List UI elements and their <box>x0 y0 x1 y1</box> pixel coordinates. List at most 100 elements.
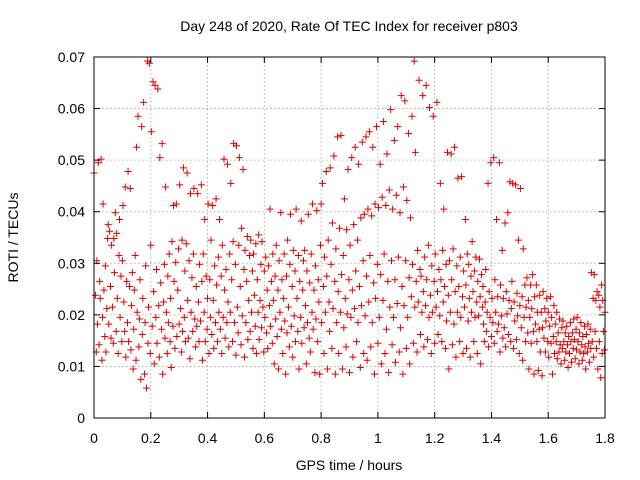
data-point <box>181 267 189 275</box>
data-point <box>411 148 419 156</box>
data-point <box>113 294 121 302</box>
data-point <box>166 338 174 346</box>
data-point <box>395 348 403 356</box>
data-point <box>358 138 366 146</box>
data-point <box>385 369 393 377</box>
data-point <box>600 327 608 335</box>
data-point <box>189 250 197 258</box>
data-point <box>388 257 396 265</box>
data-point <box>524 296 532 304</box>
data-point <box>96 277 104 285</box>
data-point <box>405 129 413 137</box>
data-point <box>155 302 163 310</box>
data-point <box>280 294 288 302</box>
data-point <box>538 372 546 380</box>
data-point <box>252 350 260 358</box>
data-point <box>152 265 160 273</box>
data-point <box>417 272 425 280</box>
data-point <box>443 317 451 325</box>
data-point <box>146 350 154 358</box>
data-point <box>376 160 384 168</box>
data-point <box>469 288 477 296</box>
data-point <box>229 238 237 246</box>
data-point <box>100 286 108 294</box>
data-point <box>434 288 442 296</box>
data-point <box>200 308 208 316</box>
data-point <box>301 302 309 310</box>
data-point <box>271 272 279 280</box>
data-point <box>482 327 490 335</box>
data-point <box>511 317 519 325</box>
data-point <box>503 310 511 318</box>
data-point <box>431 339 439 347</box>
data-point <box>344 165 352 173</box>
data-point <box>524 329 532 337</box>
data-point <box>386 303 394 311</box>
data-point <box>327 260 335 268</box>
data-point <box>345 276 353 284</box>
data-point <box>321 308 329 316</box>
data-point <box>426 104 434 112</box>
data-point <box>265 302 273 310</box>
data-point <box>355 282 363 290</box>
data-point <box>428 308 436 316</box>
data-point <box>595 291 603 299</box>
data-point <box>291 267 299 275</box>
data-point <box>556 341 564 349</box>
data-point <box>332 245 340 253</box>
data-point <box>148 322 156 330</box>
data-point <box>215 215 223 223</box>
data-point <box>118 257 126 265</box>
data-point <box>101 262 109 270</box>
y-tick-label: 0.01 <box>58 358 85 374</box>
data-point <box>546 322 554 330</box>
data-point <box>231 260 239 268</box>
data-point <box>424 241 432 249</box>
data-point <box>387 106 395 114</box>
data-point <box>505 296 513 304</box>
data-point <box>570 336 578 344</box>
data-point <box>263 329 271 337</box>
data-point <box>130 325 138 333</box>
data-point <box>176 181 184 189</box>
data-point <box>558 324 566 332</box>
data-point <box>320 350 328 358</box>
data-point <box>473 298 481 306</box>
data-point <box>547 339 555 347</box>
data-point <box>499 334 507 342</box>
data-point <box>238 312 246 320</box>
data-point <box>400 302 408 310</box>
data-point <box>298 339 306 347</box>
data-point <box>282 272 290 280</box>
data-point <box>322 167 330 175</box>
data-point <box>170 277 178 285</box>
data-point <box>95 341 103 349</box>
data-point <box>485 343 493 351</box>
data-point <box>415 76 423 84</box>
data-point <box>141 319 149 327</box>
data-point <box>307 250 315 258</box>
data-point <box>470 267 478 275</box>
data-point <box>282 370 290 378</box>
data-point <box>217 272 225 280</box>
data-point <box>145 59 153 67</box>
data-point <box>304 210 312 218</box>
data-point <box>577 319 585 327</box>
data-point <box>449 245 457 253</box>
data-point <box>278 276 286 284</box>
data-point <box>231 319 239 327</box>
data-point <box>303 319 311 327</box>
data-point <box>245 296 253 304</box>
data-point <box>290 312 298 320</box>
data-point <box>373 260 381 268</box>
data-point <box>523 274 531 282</box>
data-point <box>328 344 336 352</box>
data-point <box>323 365 331 373</box>
data-point <box>154 85 162 93</box>
data-point <box>515 350 523 358</box>
data-point <box>363 272 371 280</box>
data-point <box>565 333 573 341</box>
data-point <box>177 348 185 356</box>
data-point <box>337 131 345 139</box>
